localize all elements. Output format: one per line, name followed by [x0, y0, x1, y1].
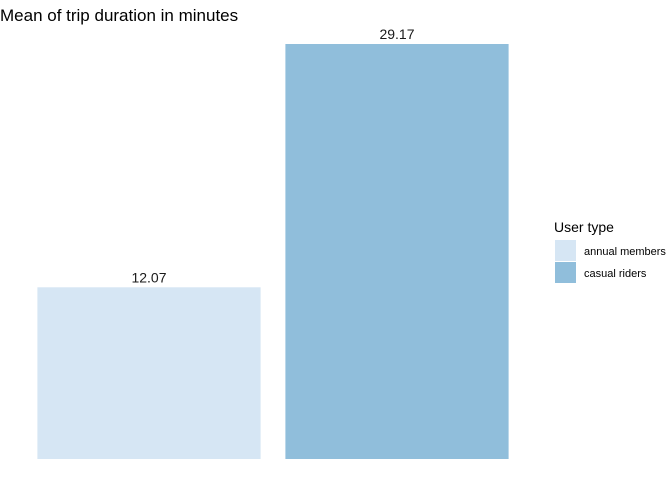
legend-title: User type [554, 219, 614, 235]
legend-label-annual-members: annual members [584, 246, 666, 258]
bar-annual-members [37, 287, 261, 459]
legend-key-annual-members [555, 240, 576, 261]
legend-key-casual-riders [555, 262, 576, 283]
bars-layer [37, 44, 509, 459]
data-label-annual-members: 12.07 [131, 269, 166, 285]
bar-casual-riders [285, 44, 509, 459]
legend-label-casual-riders: casual riders [584, 268, 647, 280]
legend: User type annual members casual riders [554, 219, 666, 283]
legend-entries: annual members casual riders [555, 240, 666, 283]
chart-title: Mean of trip duration in minutes [0, 6, 238, 25]
data-labels-layer: 12.07 29.17 [131, 26, 414, 285]
data-label-casual-riders: 29.17 [379, 26, 414, 42]
